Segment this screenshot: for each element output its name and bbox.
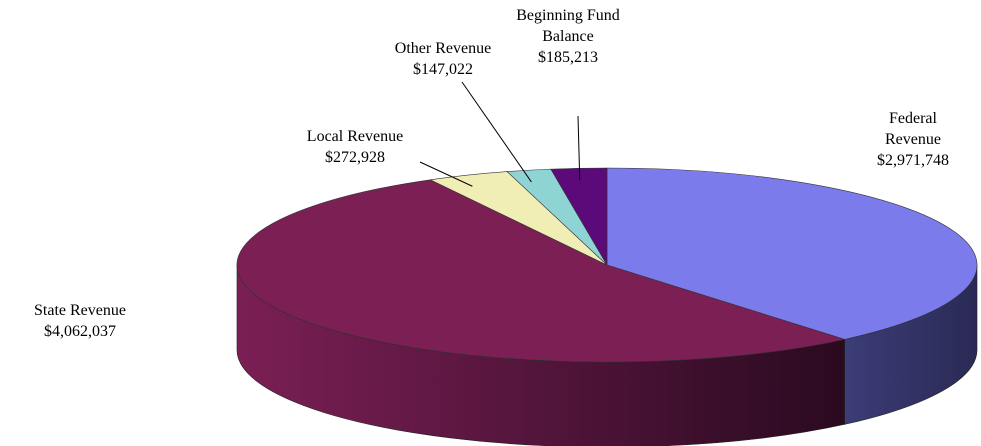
- leader-line: [577, 115, 581, 181]
- category-name: Other Revenue: [394, 40, 492, 57]
- category-name: State Revenue: [34, 302, 126, 319]
- value-label: $147,022: [413, 61, 473, 78]
- category-name: Beginning Fund Balance: [516, 7, 620, 45]
- value-label: $185,213: [538, 49, 598, 66]
- category-name: Federal Revenue: [885, 110, 941, 148]
- slice-label: State Revenue $4,062,037: [0, 300, 160, 342]
- slice-label: Beginning Fund Balance $185,213: [508, 5, 628, 68]
- leader-line: [461, 81, 532, 183]
- slice-label: Other Revenue $147,022: [373, 38, 513, 80]
- slice: [606, 167, 978, 340]
- value-label: $272,928: [325, 149, 385, 166]
- leader-line: [419, 161, 473, 187]
- value-label: $4,062,037: [44, 323, 116, 340]
- slice: [236, 179, 846, 363]
- slice-label: Local Revenue $272,928: [285, 126, 425, 168]
- category-name: Local Revenue: [306, 128, 404, 145]
- value-label: $2,971,748: [877, 152, 949, 169]
- slice-label: Federal Revenue $2,971,748: [873, 108, 953, 171]
- slice: [550, 167, 608, 267]
